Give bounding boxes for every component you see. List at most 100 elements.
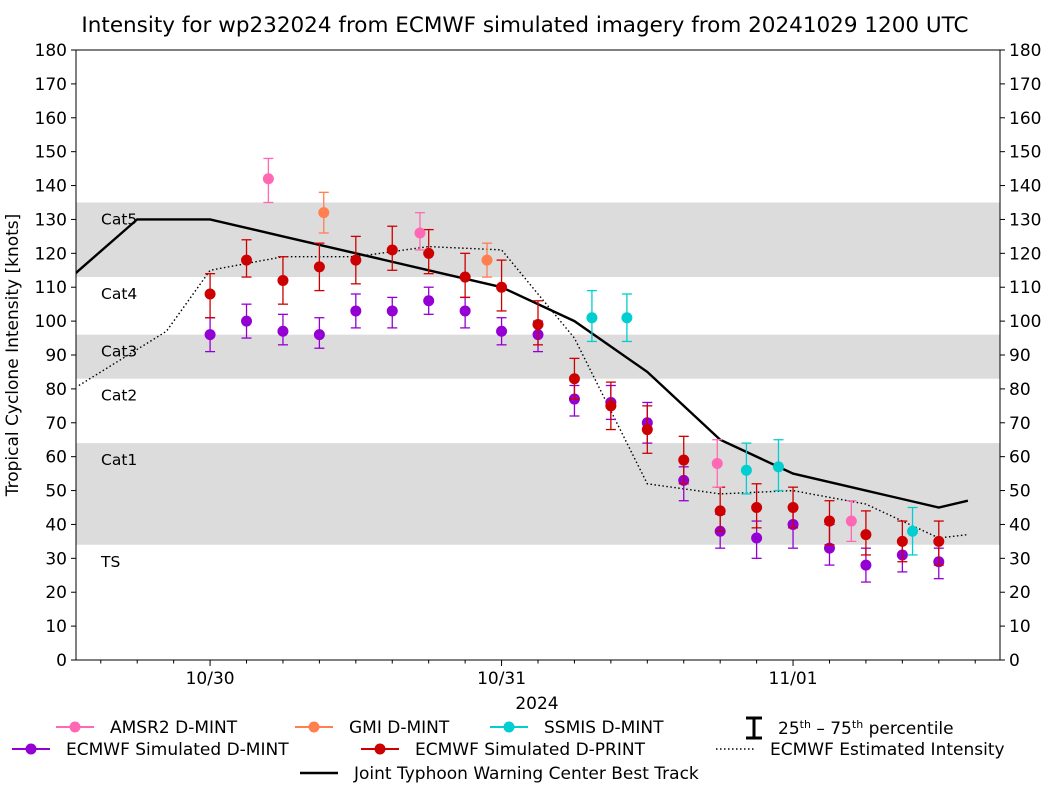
y-tick-label-left: 160 bbox=[35, 109, 67, 129]
category-label-ts: TS bbox=[100, 553, 120, 571]
point-dprint bbox=[241, 254, 253, 266]
point-dmint bbox=[860, 559, 872, 571]
y-tick-label-right: 130 bbox=[1009, 210, 1041, 230]
y-tick-label-right: 50 bbox=[1009, 482, 1031, 502]
series-gmi bbox=[318, 191, 493, 278]
x-tick-label: 10/30 bbox=[186, 669, 235, 689]
y-tick-label-left: 120 bbox=[35, 244, 67, 264]
legend-label: 25th – 75th percentile bbox=[778, 718, 954, 740]
series-dprint bbox=[204, 225, 945, 566]
legend-entry-ssmis: SSMIS D-MINT bbox=[490, 718, 664, 738]
legend-label: Joint Typhoon Warning Center Best Track bbox=[353, 764, 699, 784]
y-tick-label-right: 140 bbox=[1009, 177, 1041, 197]
point-dmint bbox=[496, 325, 508, 337]
point-dmint bbox=[241, 315, 253, 327]
category-label-cat5: Cat5 bbox=[101, 211, 137, 229]
y-tick-label-left: 0 bbox=[56, 651, 67, 671]
category-label-cat4: Cat4 bbox=[101, 285, 137, 303]
point-dmint bbox=[350, 305, 362, 317]
legend-entry-est: ECMWF Estimated Intensity bbox=[716, 740, 1005, 760]
y-tick-label-left: 30 bbox=[45, 549, 67, 569]
legend-label: ECMWF Estimated Intensity bbox=[770, 740, 1005, 760]
series-amsr2 bbox=[262, 157, 857, 543]
y-tick-label-right: 180 bbox=[1009, 41, 1041, 61]
y-tick-label-right: 170 bbox=[1009, 75, 1041, 95]
legend-entry-amsr2: AMSR2 D-MINT bbox=[56, 718, 238, 738]
y-tick-label-right: 30 bbox=[1009, 549, 1031, 569]
y-tick-label-left: 100 bbox=[35, 312, 67, 332]
point-dprint bbox=[605, 400, 617, 412]
y-tick-label-right: 10 bbox=[1009, 617, 1031, 637]
y-tick-label-right: 150 bbox=[1009, 143, 1041, 163]
point-dprint bbox=[423, 247, 435, 259]
point-dprint bbox=[204, 288, 216, 300]
point-dprint bbox=[678, 454, 690, 466]
point-ssmis bbox=[772, 461, 784, 473]
legend-entry-dprint: ECMWF Simulated D-PRINT bbox=[361, 740, 646, 760]
point-dprint bbox=[823, 515, 835, 527]
point-dmint bbox=[204, 329, 216, 341]
point-dprint bbox=[751, 502, 763, 513]
y-tick-label-right: 60 bbox=[1009, 448, 1031, 468]
x-axis-label: 2024 bbox=[515, 694, 558, 714]
point-dmint bbox=[277, 325, 289, 337]
legend-marker bbox=[25, 743, 37, 755]
legend-marker bbox=[503, 721, 515, 733]
point-dprint bbox=[277, 274, 289, 286]
legend-label: SSMIS D-MINT bbox=[544, 718, 664, 738]
point-dprint bbox=[933, 535, 945, 547]
point-ssmis bbox=[621, 312, 633, 324]
point-dmint bbox=[751, 532, 763, 544]
point-dprint bbox=[860, 529, 872, 541]
legend-entry-dmint: ECMWF Simulated D-MINT bbox=[12, 740, 289, 760]
legend-marker bbox=[374, 743, 386, 755]
y-tick-label-left: 140 bbox=[35, 177, 67, 197]
point-dprint bbox=[787, 502, 799, 513]
point-amsr2 bbox=[845, 515, 857, 527]
y-tick-label-left: 130 bbox=[35, 210, 67, 230]
legend-marker bbox=[69, 721, 81, 733]
category-band-ts bbox=[76, 443, 1000, 545]
point-amsr2 bbox=[262, 173, 274, 185]
point-ssmis bbox=[740, 464, 752, 476]
legend-entry-pct: 25th – 75th percentile bbox=[746, 716, 954, 740]
y-tick-label-left: 20 bbox=[45, 583, 67, 603]
y-axis-label: Tropical Cyclone Intensity [knots] bbox=[3, 214, 23, 498]
point-dprint bbox=[386, 244, 398, 256]
point-ssmis bbox=[586, 312, 598, 324]
y-tick-label-right: 20 bbox=[1009, 583, 1031, 603]
y-tick-label-left: 50 bbox=[45, 482, 67, 502]
y-tick-label-left: 170 bbox=[35, 75, 67, 95]
x-tick-label: 11/01 bbox=[769, 669, 818, 689]
legend: AMSR2 D-MINT GMI D-MINT SSMIS D-MINT 25th –… bbox=[12, 716, 1005, 784]
point-amsr2 bbox=[414, 227, 426, 239]
legend-label: GMI D-MINT bbox=[349, 718, 450, 738]
y-tick-label-right: 40 bbox=[1009, 515, 1031, 535]
y-tick-label-right: 120 bbox=[1009, 244, 1041, 264]
y-tick-label-left: 110 bbox=[35, 278, 67, 298]
y-tick-label-right: 70 bbox=[1009, 414, 1031, 434]
point-dmint bbox=[423, 295, 435, 307]
category-label-cat2: Cat2 bbox=[101, 387, 137, 405]
legend-marker bbox=[308, 721, 320, 733]
point-dprint bbox=[459, 271, 471, 283]
legend-label: ECMWF Simulated D-PRINT bbox=[415, 740, 646, 760]
x-tick-label: 10/31 bbox=[477, 669, 526, 689]
point-amsr2 bbox=[711, 457, 723, 469]
point-dprint bbox=[714, 505, 726, 517]
plot-area: TS Cat1 Cat2 Cat3 Cat4 Cat5 0 0 10 10 20 20 30 30 40 40… bbox=[35, 41, 1042, 689]
point-dprint bbox=[896, 535, 908, 547]
legend-entry-gmi: GMI D-MINT bbox=[295, 718, 450, 738]
y-tick-label-right: 110 bbox=[1009, 278, 1041, 298]
y-tick-label-left: 10 bbox=[45, 617, 67, 637]
point-dprint bbox=[350, 254, 362, 266]
y-tick-label-left: 150 bbox=[35, 143, 67, 163]
point-ssmis bbox=[907, 525, 919, 537]
point-dmint bbox=[459, 305, 471, 317]
y-tick-label-left: 80 bbox=[45, 380, 67, 400]
y-tick-label-right: 0 bbox=[1009, 651, 1020, 671]
y-tick-label-left: 180 bbox=[35, 41, 67, 61]
point-gmi bbox=[318, 207, 330, 219]
y-tick-label-left: 60 bbox=[45, 448, 67, 468]
